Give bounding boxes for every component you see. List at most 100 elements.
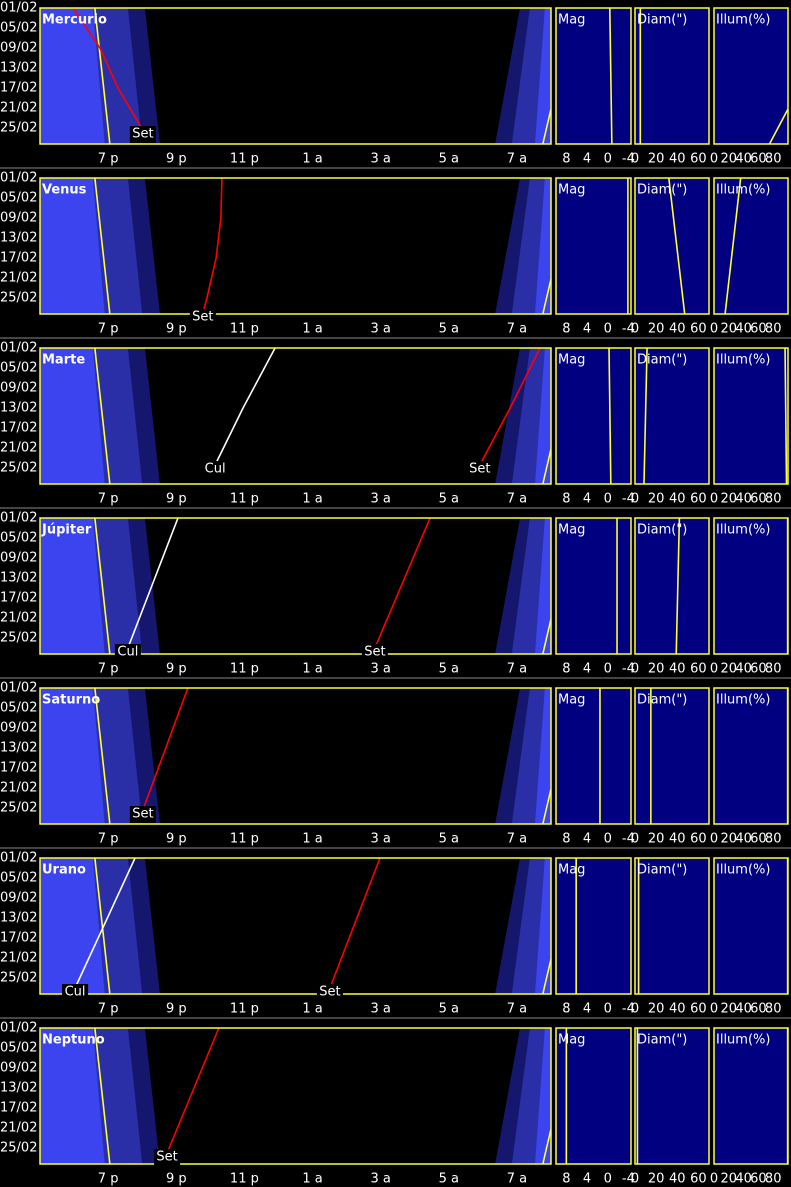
side-tick-label: 4 bbox=[583, 1172, 591, 1187]
side-panel bbox=[555, 517, 632, 655]
side-tick-label: 20 bbox=[721, 832, 738, 847]
y-tick-label: 17/02 bbox=[0, 761, 37, 776]
y-tick-label: 13/02 bbox=[0, 231, 37, 246]
side-title: Diam(") bbox=[637, 863, 687, 878]
side-tick-label: 40 bbox=[735, 152, 752, 167]
y-tick-label: 09/02 bbox=[0, 721, 37, 736]
y-tick-label: 17/02 bbox=[0, 931, 37, 946]
y-tick-label: 05/02 bbox=[0, 21, 37, 36]
planet-name: Saturno bbox=[42, 693, 100, 708]
y-tick-label: 09/02 bbox=[0, 381, 37, 396]
x-tick-label: 11 p bbox=[230, 1172, 259, 1187]
event-curve bbox=[166, 1028, 220, 1154]
x-tick-label: 7 p bbox=[98, 1002, 119, 1017]
side-tick-label: 80 bbox=[765, 1002, 782, 1017]
x-tick-label: 11 p bbox=[230, 322, 259, 337]
y-tick-label: 05/02 bbox=[0, 361, 37, 376]
side-tick-label: 60 bbox=[690, 492, 707, 507]
y-tick-label: 17/02 bbox=[0, 251, 37, 266]
sunset-line bbox=[94, 858, 111, 994]
y-tick-label: 21/02 bbox=[0, 271, 37, 286]
side-tick-label: 20 bbox=[648, 1172, 665, 1187]
side-tick-label: -4 bbox=[622, 1002, 635, 1017]
event-label: Set bbox=[319, 985, 340, 1000]
event-curve bbox=[72, 8, 144, 131]
side-tick-label: 4 bbox=[583, 492, 591, 507]
side-tick-label: -4 bbox=[622, 152, 635, 167]
plot-frame bbox=[39, 347, 552, 485]
morning-twilight bbox=[534, 858, 551, 994]
side-tick-label: 60 bbox=[750, 1002, 767, 1017]
x-tick-label: 7 a bbox=[507, 1172, 527, 1187]
side-tick-label: 40 bbox=[669, 1172, 686, 1187]
side-content bbox=[643, 348, 648, 484]
y-tick-label: 17/02 bbox=[0, 591, 37, 606]
morning-twilight bbox=[534, 178, 551, 314]
label-bg bbox=[129, 126, 156, 143]
x-tick-label: 11 p bbox=[230, 492, 259, 507]
side-tick-label: 4 bbox=[583, 1002, 591, 1017]
side-tick-label: 0 bbox=[631, 152, 639, 167]
event-curve bbox=[214, 348, 276, 466]
x-tick-label: 7 a bbox=[507, 322, 527, 337]
morning-twilight bbox=[534, 518, 551, 654]
x-tick-label: 11 p bbox=[230, 832, 259, 847]
side-tick-label: 8 bbox=[562, 1002, 570, 1017]
x-tick-label: 1 a bbox=[302, 832, 322, 847]
side-title: Mag bbox=[558, 523, 585, 538]
y-tick-label: 25/02 bbox=[0, 121, 37, 136]
x-tick-label: 1 a bbox=[302, 152, 322, 167]
event-label: Set bbox=[192, 310, 213, 325]
y-tick-label: 09/02 bbox=[0, 211, 37, 226]
side-tick-label: 20 bbox=[721, 1002, 738, 1017]
side-title: Mag bbox=[558, 183, 585, 198]
plot-content bbox=[40, 858, 551, 994]
side-title: Illum(%) bbox=[716, 1033, 770, 1048]
side-tick-label: 60 bbox=[690, 152, 707, 167]
side-panel bbox=[555, 7, 632, 145]
side-tick-label: 40 bbox=[735, 662, 752, 677]
x-tick-label: 5 a bbox=[439, 492, 459, 507]
side-title: Mag bbox=[558, 13, 585, 28]
y-tick-label: 25/02 bbox=[0, 971, 37, 986]
x-tick-label: 7 p bbox=[98, 1172, 119, 1187]
side-tick-label: 40 bbox=[669, 662, 686, 677]
side-panel bbox=[634, 517, 710, 655]
side-tick-label: 0 bbox=[710, 662, 718, 677]
y-tick-label: 05/02 bbox=[0, 191, 37, 206]
side-tick-label: 60 bbox=[690, 1172, 707, 1187]
side-title: Illum(%) bbox=[716, 13, 770, 28]
evening-twilight bbox=[40, 688, 105, 824]
side-content bbox=[768, 108, 788, 144]
side-title: Mag bbox=[558, 353, 585, 368]
side-tick-label: -4 bbox=[622, 492, 635, 507]
x-tick-label: 7 p bbox=[98, 492, 119, 507]
side-panel bbox=[555, 347, 632, 485]
y-tick-label: 13/02 bbox=[0, 401, 37, 416]
side-tick-label: 8 bbox=[562, 152, 570, 167]
y-tick-label: 21/02 bbox=[0, 1121, 37, 1136]
side-panel bbox=[555, 687, 632, 825]
label-bg bbox=[114, 644, 141, 661]
side-tick-label: 8 bbox=[562, 662, 570, 677]
side-content bbox=[608, 348, 612, 484]
side-tick-label: 0 bbox=[631, 832, 639, 847]
event-curve bbox=[374, 518, 431, 649]
side-title: Mag bbox=[558, 693, 585, 708]
side-tick-label: 0 bbox=[710, 1172, 718, 1187]
side-panel bbox=[713, 517, 789, 655]
x-tick-label: 5 a bbox=[439, 1172, 459, 1187]
sunset-line bbox=[94, 178, 111, 314]
y-tick-label: 01/02 bbox=[0, 1, 37, 16]
event-label: Set bbox=[469, 462, 490, 477]
side-tick-label: 80 bbox=[765, 152, 782, 167]
event-curve bbox=[127, 518, 179, 649]
side-panel bbox=[555, 1027, 632, 1165]
sunrise-line bbox=[542, 618, 551, 654]
x-tick-label: 3 a bbox=[370, 492, 390, 507]
label-bg bbox=[62, 984, 89, 1001]
y-tick-label: 17/02 bbox=[0, 421, 37, 436]
y-tick-label: 25/02 bbox=[0, 291, 37, 306]
y-tick-label: 01/02 bbox=[0, 511, 37, 526]
mag-line bbox=[608, 8, 613, 144]
